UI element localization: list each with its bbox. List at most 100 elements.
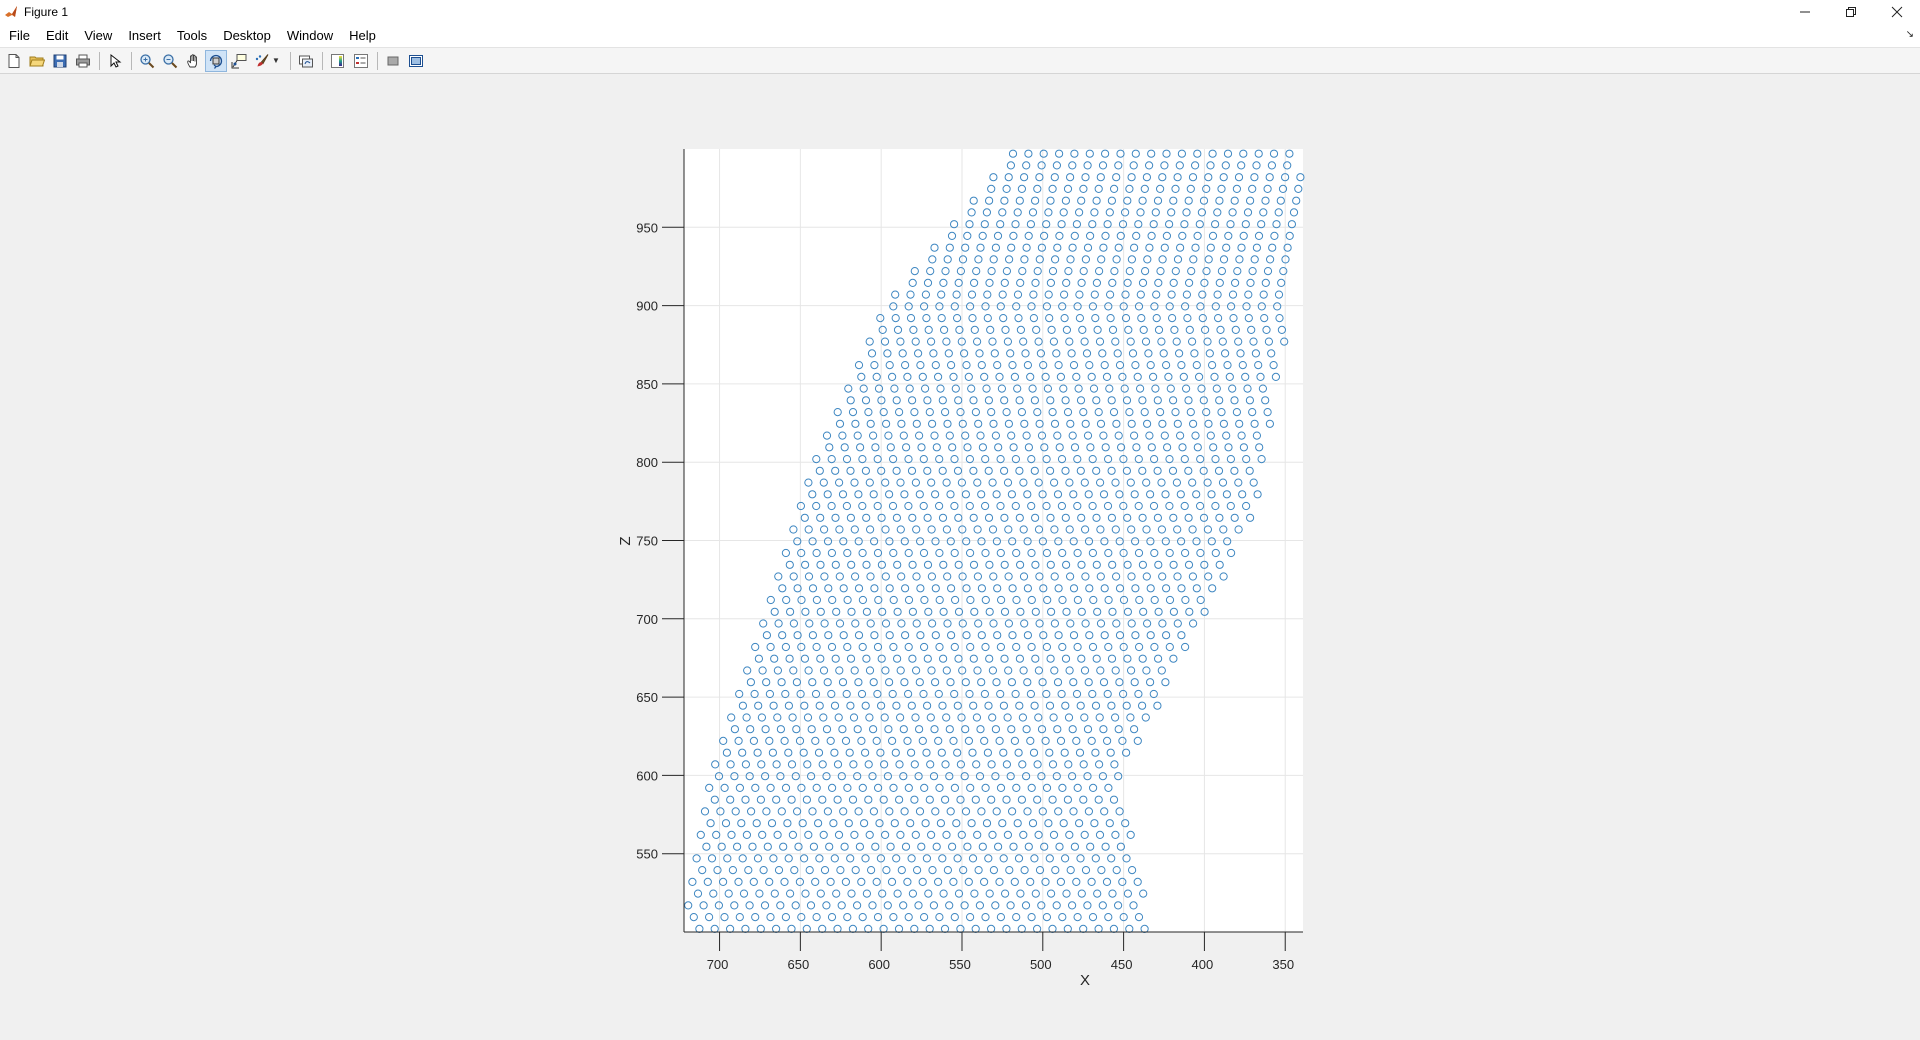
scatter-point [1092,654,1101,663]
zoom-out-icon[interactable] [159,50,181,72]
scatter-point [961,678,970,687]
scatter-chart[interactable]: 700 650 600 550 500 450 400 3505506006507007508… [0,75,1920,1040]
colorbar-icon[interactable] [327,50,349,72]
scatter-point [896,830,905,840]
scatter-point [1131,584,1140,593]
scatter-point [977,537,986,546]
scatter-point [804,830,813,840]
scatter-point [1085,361,1094,370]
close-icon[interactable] [1874,0,1920,23]
scatter-point [1135,595,1144,605]
scatter-point [981,302,990,311]
scatter-point [996,783,1006,793]
scatter-point [1296,173,1305,182]
scatter-point [915,725,924,734]
scatter-point [1090,819,1099,828]
scatter-point [1005,866,1014,875]
menu-desktop[interactable]: Desktop [223,27,271,43]
menu-insert[interactable]: Insert [128,27,161,43]
scatter-point [1254,149,1263,158]
menu-file[interactable]: File [9,27,30,43]
scatter-point [797,642,806,652]
scatter-point [960,772,969,781]
scatter-point [728,866,738,875]
menu-tools[interactable]: Tools [176,27,208,43]
scatter-point [726,924,735,934]
scatter-point [1012,642,1021,652]
scatter-point [1031,278,1040,287]
scatter-point [1153,466,1162,475]
scatter-point [782,595,791,605]
scatter-point [1246,513,1255,522]
scatter-point [985,889,994,898]
data-cursor-icon[interactable] [228,50,250,72]
scatter-point [895,760,904,769]
scatter-point [1223,537,1232,546]
scatter-point [904,642,913,652]
scatter-point [1169,196,1178,205]
scatter-point [1036,349,1046,358]
scatter-point [983,748,993,757]
brush-icon[interactable] [251,50,273,72]
scatter-point [1085,149,1094,158]
scatter-point [794,842,803,851]
scatter-point [992,490,1001,499]
rotate-3d-icon[interactable] [205,49,227,72]
scatter-point [909,325,918,334]
scatter-point [920,913,929,922]
menu-view[interactable]: View [84,27,113,43]
scatter-point [1204,255,1213,264]
scatter-point [1003,337,1013,346]
link-plot-icon[interactable] [295,50,317,72]
menu-help[interactable]: Help [349,27,376,43]
legend-icon[interactable] [350,50,372,72]
scatter-point [1073,302,1082,311]
scatter-point [1059,819,1068,828]
scatter-point [1062,325,1072,334]
minimize-icon[interactable] [1782,0,1828,23]
scatter-point [1000,607,1010,616]
zoom-in-icon[interactable] [136,50,158,72]
scatter-point [1072,220,1082,229]
new-figure-icon[interactable] [3,50,25,72]
scatter-point [1197,384,1206,393]
hide-plot-tools-icon[interactable] [382,50,404,72]
scatter-point [753,748,762,757]
scatter-point [1214,466,1224,475]
scatter-point [1001,889,1010,898]
scatter-point [699,901,708,910]
pointer-icon[interactable] [104,50,126,72]
scatter-point [773,713,782,722]
save-icon[interactable] [49,50,71,72]
scatter-point [1066,173,1075,182]
scatter-point [1014,854,1024,863]
scatter-point [989,173,998,182]
figure-canvas[interactable]: 700 650 600 550 500 450 400 350 550 600 650 700 750 8… [0,75,1920,1040]
scatter-point [1007,678,1017,687]
scatter-point [1192,490,1201,499]
scatter-point [791,772,800,781]
menu-edit[interactable]: Edit [45,27,69,43]
x-tick-label: 650 [788,957,810,972]
scatter-point [1161,678,1170,687]
scatter-point [848,924,858,934]
print-icon[interactable] [72,50,94,72]
scatter-point [762,807,771,816]
scatter-point [1192,361,1201,370]
dock-arrow-icon[interactable]: ↘ [1905,29,1914,40]
scatter-point [1056,877,1066,887]
scatter-point [1104,783,1113,793]
scatter-point [965,220,974,229]
scatter-point [1073,548,1082,558]
scatter-point [827,548,837,558]
scatter-point [795,877,805,887]
scatter-point [1123,513,1132,522]
pan-icon[interactable] [182,50,204,72]
restore-icon[interactable] [1828,0,1874,23]
open-file-icon[interactable] [26,50,48,72]
show-plot-tools-icon[interactable] [405,50,427,72]
scatter-point [993,631,1002,640]
menu-window[interactable]: Window [286,27,334,43]
scatter-point [1203,525,1213,534]
brush-dropdown-icon[interactable]: ▼ [272,56,280,65]
